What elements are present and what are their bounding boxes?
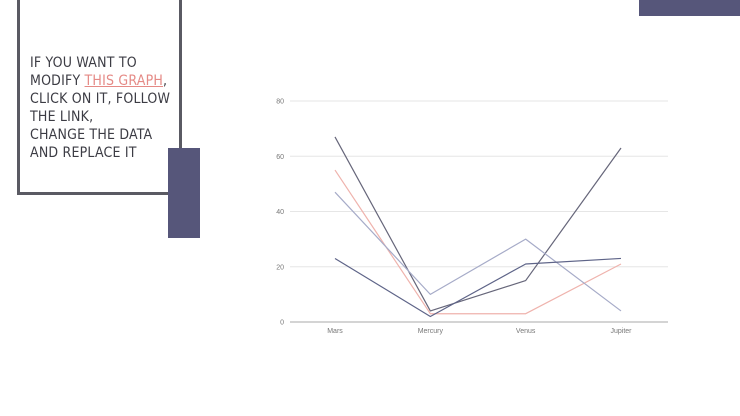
y-tick-label: 20: [276, 264, 284, 271]
y-tick-label: 0: [280, 320, 284, 327]
instruction-line-2-start: MODIFY: [30, 73, 85, 89]
corner-accent-block: [639, 0, 740, 16]
this-graph-link[interactable]: THIS GRAPH: [84, 73, 164, 89]
series-line-4: [334, 257, 622, 318]
instruction-line-3: CLICK ON IT, FOLLOW: [30, 91, 171, 107]
instruction-line-4: THE LINK,: [30, 109, 94, 125]
y-tick-label: 40: [276, 209, 284, 216]
y-tick-label: 80: [276, 99, 284, 106]
x-tick-label: Venus: [516, 328, 536, 335]
instruction-line-5: CHANGE THE DATA: [30, 127, 153, 143]
instruction-line-2-end: ,: [163, 73, 168, 89]
instruction-text: IF YOU WANT TO MODIFY THIS GRAPH, CLICK …: [30, 54, 180, 162]
x-tick-label: Mars: [327, 328, 343, 335]
instruction-line-6: AND REPLACE IT: [30, 145, 137, 161]
instruction-line-1: IF YOU WANT TO: [30, 55, 137, 71]
x-tick-label: Mercury: [418, 328, 444, 335]
series-line-3: [334, 191, 622, 312]
series-line-2: [334, 169, 622, 315]
series-line-1: [334, 136, 622, 312]
accent-block: [168, 148, 200, 238]
y-tick-label: 60: [276, 154, 284, 161]
instruction-line-2: MODIFY THIS GRAPH,: [30, 72, 180, 90]
x-tick-label: Jupiter: [610, 328, 632, 335]
decorative-frame: [17, 0, 182, 195]
